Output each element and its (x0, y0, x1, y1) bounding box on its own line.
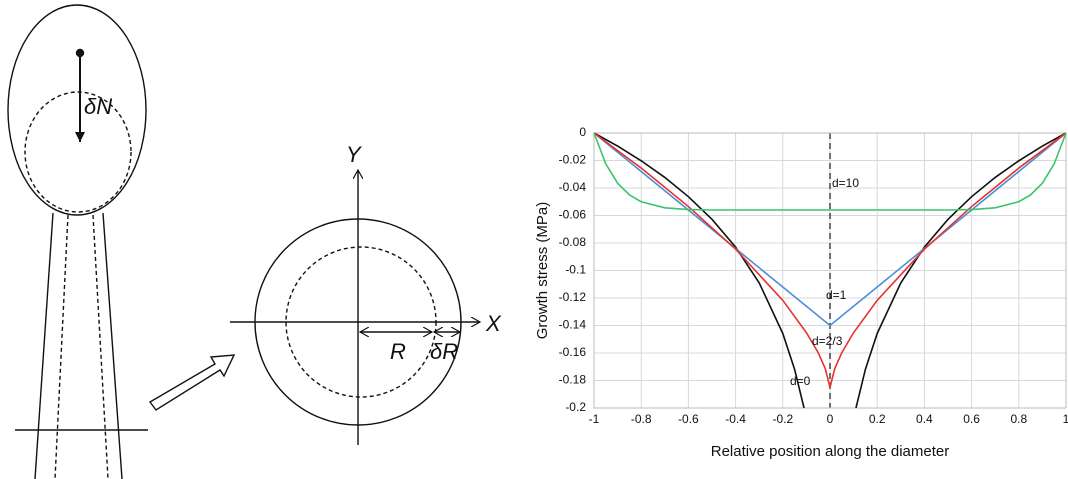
y-axis-title: Growth stress (MPa) (534, 202, 551, 340)
y-tick-label: -0.14 (559, 318, 587, 332)
y-label: Y (346, 142, 362, 167)
annotation: d=0 (790, 374, 811, 388)
x-tick-label: -1 (589, 412, 600, 426)
dn-label: δN (84, 94, 112, 119)
x-tick-label: -0.4 (725, 412, 746, 426)
annotation: d=1 (826, 288, 847, 302)
x-tick-label: 0.2 (869, 412, 886, 426)
crown-dashed (24, 91, 132, 213)
x-tick-label: -0.6 (678, 412, 699, 426)
tree-diagram (7, 4, 480, 479)
trunk-dashed (54, 214, 69, 479)
x-tick-label: 1 (1063, 412, 1068, 426)
y-tick-label: -0.16 (559, 345, 587, 359)
trunk-edge (102, 212, 123, 479)
x-axis-title: Relative position along the diameter (711, 443, 949, 460)
y-tick-label: -0.06 (559, 208, 587, 222)
series-line (593, 132, 1067, 327)
x-tick-label: -0.2 (772, 412, 793, 426)
y-tick-label: -0.18 (559, 373, 587, 387)
plot-frame (593, 132, 1067, 409)
trunk-edge (34, 212, 54, 479)
dr-label: δR (430, 339, 458, 364)
y-tick-label: -0.02 (559, 153, 587, 167)
y-tick-label: -0.08 (559, 235, 587, 249)
y-tick-label: -0.04 (559, 180, 587, 194)
trunk-dashed (92, 214, 109, 479)
x-tick-label: 0.6 (963, 412, 980, 426)
x-tick-label: 0 (827, 412, 834, 426)
crown (7, 4, 147, 216)
chart: 0 -0.02 -0.04 -0.06 -0.08 -0.1 -0.12 -0.14 -0.16… (534, 125, 1068, 460)
x-tick-label: 0.8 (1010, 412, 1027, 426)
annotation: d=10 (832, 176, 859, 190)
hollow-arrow (148, 354, 236, 411)
r-label: R (390, 339, 406, 364)
y-tick-label: -0.1 (565, 263, 586, 277)
y-tick-label: -0.12 (559, 290, 587, 304)
x-tick-label: -0.8 (631, 412, 652, 426)
x-tick-label: 0.4 (916, 412, 933, 426)
series-line (593, 132, 1067, 409)
annotation: d=2/3 (812, 334, 843, 348)
series-line (593, 132, 1067, 211)
y-tick-label: 0 (579, 125, 586, 139)
y-tick-label: -0.2 (565, 400, 586, 414)
series-line (593, 132, 1067, 388)
x-label: X (485, 311, 502, 336)
